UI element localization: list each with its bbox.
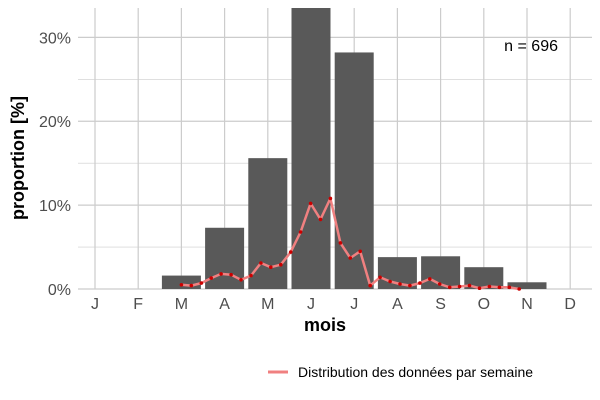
weekly-point: [418, 281, 422, 285]
line-layer: [179, 196, 521, 291]
weekly-point: [428, 277, 432, 281]
bar: [464, 267, 504, 289]
legend: Distribution des données par semaine: [268, 364, 533, 380]
x-tick-label: A: [392, 296, 403, 313]
y-tick-label: 0%: [48, 282, 71, 299]
weekly-point: [487, 284, 492, 289]
weekly-point: [467, 283, 472, 288]
weekly-point: [447, 285, 452, 290]
y-tick-label: 30%: [39, 30, 71, 47]
weekly-point: [517, 287, 521, 291]
weekly-point: [209, 276, 213, 280]
weekly-point: [338, 241, 343, 245]
weekly-point: [239, 278, 243, 282]
y-tick-label: 10%: [39, 198, 71, 215]
bar: [334, 52, 374, 290]
weekly-point: [318, 217, 323, 222]
weekly-point: [378, 275, 382, 280]
weekly-point: [348, 256, 353, 260]
weekly-point: [229, 272, 233, 277]
x-tick-label: F: [133, 296, 143, 313]
bar: [161, 275, 201, 289]
weekly-point: [507, 285, 512, 290]
weekly-point: [269, 265, 273, 270]
y-tick-label: 20%: [39, 114, 71, 131]
legend-label: Distribution des données par semaine: [298, 364, 533, 380]
bar: [291, 8, 331, 289]
weekly-point: [259, 261, 263, 265]
x-tick-label: D: [564, 296, 576, 313]
weekly-point: [308, 201, 313, 206]
weekly-point: [249, 273, 253, 278]
weekly-point: [398, 282, 402, 286]
weekly-point: [358, 249, 363, 254]
weekly-point: [219, 272, 223, 276]
x-axis-title: mois: [304, 315, 346, 335]
sample-size-annotation: n = 696: [504, 38, 558, 55]
x-tick-label: A: [219, 296, 230, 313]
weekly-point: [437, 282, 442, 286]
y-axis-ticks: 0% 10% 20% 30%: [39, 30, 71, 299]
x-tick-label: J: [91, 296, 99, 313]
bar: [248, 158, 288, 289]
weekly-point: [408, 283, 412, 288]
x-tick-label: O: [478, 296, 490, 313]
weekly-point: [298, 230, 303, 234]
weekly-point: [477, 286, 482, 291]
x-tick-label: J: [350, 296, 358, 313]
weekly-point: [388, 279, 392, 284]
bar: [507, 282, 547, 289]
weekly-point: [497, 285, 502, 290]
weekly-point: [368, 283, 373, 288]
x-tick-label: M: [175, 296, 188, 313]
x-tick-label: M: [261, 296, 274, 313]
weekly-point: [199, 281, 204, 285]
x-tick-label: N: [521, 296, 533, 313]
weekly-point: [328, 196, 333, 201]
x-tick-label: S: [435, 296, 446, 313]
weekly-point: [457, 284, 462, 289]
weekly-point: [288, 250, 293, 254]
x-tick-label: J: [307, 296, 315, 313]
weekly-point: [189, 283, 194, 288]
y-axis-title: proportion [%]: [8, 96, 28, 220]
weekly-point: [179, 283, 184, 287]
weekly-point: [279, 262, 283, 267]
